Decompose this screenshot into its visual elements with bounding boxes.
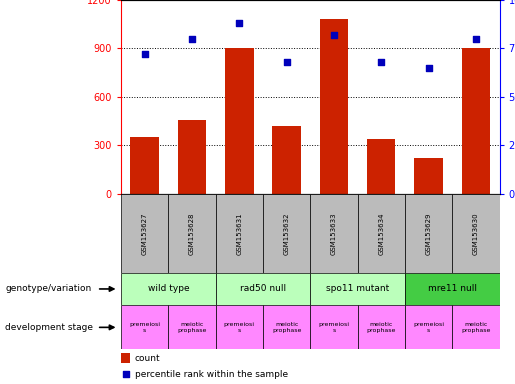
Text: meiotic
prophase: meiotic prophase <box>272 322 301 333</box>
Point <box>188 36 196 42</box>
Bar <box>168 305 216 349</box>
Bar <box>216 273 310 305</box>
Bar <box>452 305 500 349</box>
Text: GSM153630: GSM153630 <box>473 212 479 255</box>
Bar <box>357 305 405 349</box>
Bar <box>461 48 490 194</box>
Bar <box>121 273 216 305</box>
Bar <box>130 137 159 194</box>
Text: GSM153627: GSM153627 <box>142 212 148 255</box>
Bar <box>168 194 216 273</box>
Text: percentile rank within the sample: percentile rank within the sample <box>134 369 288 379</box>
Bar <box>263 194 310 273</box>
Bar <box>263 305 310 349</box>
Point <box>235 20 244 26</box>
Text: meiotic
prophase: meiotic prophase <box>461 322 491 333</box>
Text: GSM153631: GSM153631 <box>236 212 243 255</box>
Text: premeiosi
s: premeiosi s <box>318 322 350 333</box>
Point <box>122 371 130 377</box>
Bar <box>310 194 357 273</box>
Text: wild type: wild type <box>147 285 189 293</box>
Point <box>377 59 385 65</box>
Bar <box>216 194 263 273</box>
Text: GSM153634: GSM153634 <box>378 212 384 255</box>
Bar <box>121 305 168 349</box>
Text: development stage: development stage <box>5 323 93 332</box>
Text: premeiosi
s: premeiosi s <box>413 322 444 333</box>
Bar <box>272 126 301 194</box>
Text: meiotic
prophase: meiotic prophase <box>367 322 396 333</box>
Text: GSM153633: GSM153633 <box>331 212 337 255</box>
Text: premeiosi
s: premeiosi s <box>129 322 160 333</box>
Point <box>424 65 433 71</box>
Bar <box>320 19 348 194</box>
Bar <box>405 194 452 273</box>
Bar <box>357 194 405 273</box>
Bar <box>225 48 253 194</box>
Text: GSM153632: GSM153632 <box>284 212 289 255</box>
Text: count: count <box>134 354 160 362</box>
Bar <box>121 194 168 273</box>
Bar <box>415 158 443 194</box>
Bar <box>178 119 206 194</box>
Text: premeiosi
s: premeiosi s <box>224 322 255 333</box>
Bar <box>121 353 130 363</box>
Bar <box>216 305 263 349</box>
Text: mre11 null: mre11 null <box>428 285 477 293</box>
Text: GSM153628: GSM153628 <box>189 212 195 255</box>
Point <box>472 36 480 42</box>
Point <box>330 32 338 38</box>
Bar <box>367 139 396 194</box>
Text: meiotic
prophase: meiotic prophase <box>177 322 207 333</box>
Text: GSM153629: GSM153629 <box>425 212 432 255</box>
Text: rad50 null: rad50 null <box>240 285 286 293</box>
Bar <box>452 194 500 273</box>
Text: spo11 mutant: spo11 mutant <box>326 285 389 293</box>
Bar <box>405 273 500 305</box>
Point <box>283 59 291 65</box>
Bar <box>310 305 357 349</box>
Bar <box>310 273 405 305</box>
Bar <box>405 305 452 349</box>
Text: genotype/variation: genotype/variation <box>5 285 91 293</box>
Point <box>141 51 149 57</box>
